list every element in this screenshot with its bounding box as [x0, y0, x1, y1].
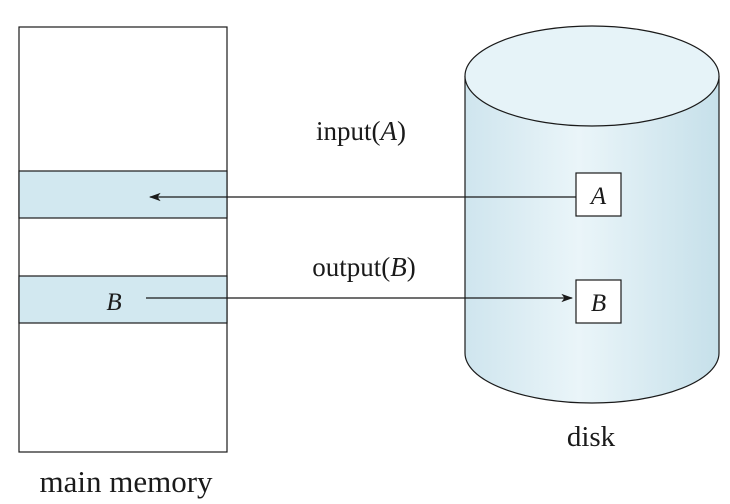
memory-buffer-block-b [18, 275, 228, 324]
main-memory-label: main memory [39, 464, 213, 499]
input-op-arg: A [379, 116, 398, 146]
disk-label: disk [567, 421, 616, 453]
disk-body [464, 76, 720, 404]
output-operation-label: output(B) [312, 252, 416, 282]
input-op-open: ( [372, 116, 381, 146]
output-op-arg: B [390, 252, 407, 282]
output-op-close: ) [407, 252, 416, 282]
disk-block-b [575, 279, 622, 324]
disk-block-b-label: B [591, 290, 606, 317]
disk-top [464, 25, 720, 127]
main-memory-box [18, 26, 228, 453]
input-operation-label: input(A) [316, 116, 406, 146]
output-op-open: ( [381, 252, 390, 282]
output-op-name: output [312, 252, 382, 282]
disk-block-a-label: A [589, 183, 607, 210]
disk-block-a [575, 172, 622, 217]
memory-block-b-label: B [106, 289, 121, 316]
input-op-close: ) [397, 116, 406, 146]
disk: A B disk [464, 25, 720, 453]
memory-buffer-block-a [18, 170, 228, 219]
main-memory: B main memory [18, 26, 228, 499]
input-op-name: input [316, 116, 372, 146]
